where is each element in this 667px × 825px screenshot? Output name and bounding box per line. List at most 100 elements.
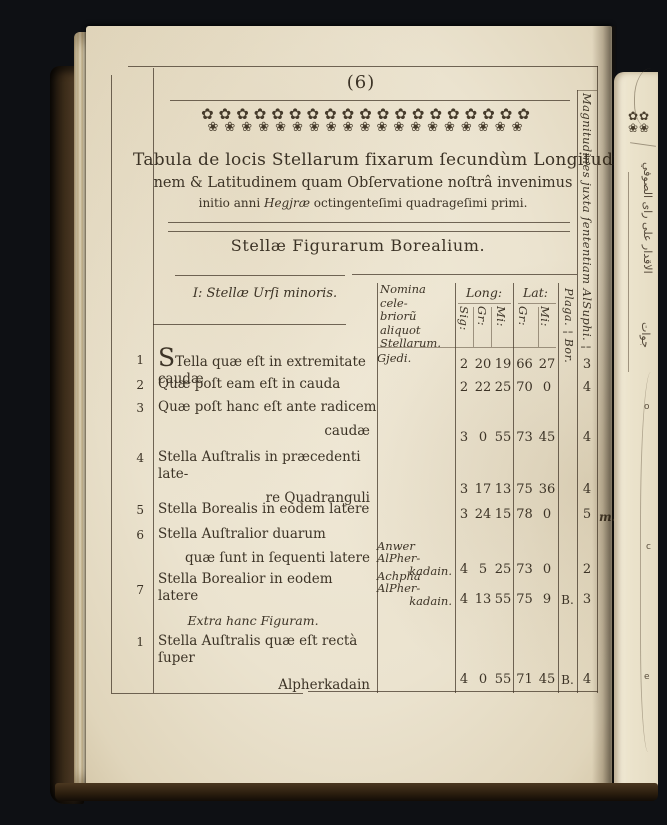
- row-number: 5: [136, 503, 144, 517]
- mi-lat-value: 36: [538, 482, 556, 497]
- frame-line-bottom-right: [308, 691, 598, 692]
- table-row-2: 2 Quæ poſt eam eſt in cauda 2 22 25 70 0…: [111, 375, 597, 398]
- divider-text: Extra hanc Figuram.: [187, 613, 319, 628]
- row-number: 2: [136, 378, 144, 392]
- star-name: [377, 497, 455, 500]
- sig-subheader: Sig:: [457, 306, 471, 331]
- star-name: [377, 445, 455, 448]
- column-line-long-lat: [513, 283, 514, 693]
- longitude-header: Long:: [465, 285, 503, 300]
- star-description: Quæ poſt eam eſt in cauda: [153, 375, 377, 393]
- sig-value: 3: [459, 482, 469, 497]
- column-line-plaga-mag: [577, 90, 578, 693]
- magnitude-value: 3: [582, 592, 592, 607]
- star-table-body: 1 STella quæ eſt in extremitate caudæ Gj…: [111, 345, 597, 693]
- magnitude-value: 4: [582, 380, 592, 395]
- latitude-header: Lat:: [523, 285, 548, 300]
- facing-page-sliver: ✿✿ ❀❀ الاقدار على راى الصوفي جوات o c e: [614, 68, 658, 794]
- gr-lat-value: 78: [516, 507, 533, 522]
- sig-value: 4: [459, 672, 469, 687]
- drop-cap: S: [158, 343, 176, 372]
- star-name-text: Achpha AlPher-: [377, 568, 421, 595]
- facing-page-rule: [630, 142, 656, 147]
- mi-lat-value: 0: [542, 507, 552, 522]
- mi-lat-value: 0: [542, 380, 552, 395]
- table-row-5: 5 Stella Borealis in eodem latere 3 24 1…: [111, 500, 597, 525]
- star-name: Anwer AlPher- kadain.: [377, 538, 455, 581]
- rule-under-lat: [518, 303, 556, 304]
- sig-value: 4: [459, 562, 469, 577]
- section-title: Stellæ Figurarum Borealium.: [230, 236, 486, 255]
- magnitude-value: 2: [582, 562, 592, 577]
- row-number: 3: [136, 401, 144, 415]
- row-number: 4: [136, 451, 144, 465]
- row-number: 1: [136, 635, 144, 649]
- star-name: Achpha AlPher- kadain.: [377, 568, 455, 611]
- column-line-desc-names: [377, 283, 378, 693]
- facing-page-column-line: [628, 172, 629, 372]
- gr-lat-value: 73: [516, 430, 533, 445]
- star-name-text: Gjedi.: [377, 351, 412, 365]
- double-rule-top: [168, 222, 570, 223]
- row-number: 7: [136, 583, 144, 597]
- subtick-gr-mi: [491, 307, 492, 347]
- rule-under-long: [458, 303, 511, 304]
- book-page: (6) ✿✿✿✿✿✿✿✿✿✿✿✿✿✿✿✿✿✿✿ ❀❀❀❀❀❀❀❀❀❀❀❀❀❀❀❀…: [86, 26, 625, 788]
- plaga-value: [558, 445, 577, 448]
- description-text: Stella Auſtralior duarum: [158, 526, 326, 542]
- rule-under-page-number: [170, 100, 570, 101]
- facing-page-rule-bottom: [640, 372, 667, 752]
- magnitude-value: 3: [582, 357, 592, 372]
- description-text: Tella quæ eſt in extremitate caudæ: [158, 354, 366, 387]
- sig-value: 2: [459, 380, 469, 395]
- rule-under-group-header: [153, 324, 346, 325]
- frame-line-left-inner: [153, 68, 154, 693]
- subtick-sig-gr: [473, 307, 474, 347]
- row-number: 6: [136, 528, 144, 542]
- names-header-l3: Stellarum.: [380, 336, 441, 350]
- mi-long-subheader: Mi:: [494, 306, 508, 327]
- gr-lat-value: 73: [516, 562, 533, 577]
- mi-long-value: 55: [494, 592, 512, 607]
- gr-long-value: 24: [474, 507, 492, 522]
- constellation-group-header: I: Stellæ Urſi minoris.: [192, 286, 338, 301]
- plaga-value: B.: [561, 593, 574, 607]
- subtick-lat: [538, 307, 539, 347]
- table-row-1: 1 STella quæ eſt in extremitate caudæ Gj…: [111, 345, 597, 387]
- star-description: STella quæ eſt in extremitate caudæ: [153, 345, 377, 388]
- plaga-value: [558, 395, 577, 398]
- gr-lat-value: 75: [516, 592, 533, 607]
- table-row-4: 4 Stella Auſtralis in præcedenti late- r…: [111, 448, 597, 506]
- description-text: Quæ poſt hanc eſt ante radicem: [158, 399, 377, 415]
- names-column-header: Nomina cele- briorũ aliquot Stellarum.: [380, 282, 454, 351]
- facing-ornament-row-1: ✿✿: [628, 109, 651, 123]
- gr-lat-subheader: Gr:: [516, 306, 530, 327]
- sig-value: 3: [459, 430, 469, 445]
- star-name: Gjedi.: [377, 350, 455, 368]
- gr-lat-value: 71: [516, 672, 533, 687]
- facing-page-arabic-small: جوات: [639, 322, 652, 348]
- magnitude-value: 4: [582, 672, 592, 687]
- title-line-3-post: octingenteſimi quadrageſimi primi.: [309, 196, 528, 210]
- rule-under-subheaders: [378, 347, 556, 348]
- star-name: [377, 395, 455, 398]
- frame-line-top: [128, 66, 598, 67]
- ornament-row-1: ✿✿✿✿✿✿✿✿✿✿✿✿✿✿✿✿✿✿✿: [201, 105, 535, 123]
- fleuron-ornament-band: ✿✿✿✿✿✿✿✿✿✿✿✿✿✿✿✿✿✿✿ ❀❀❀❀❀❀❀❀❀❀❀❀❀❀❀❀❀❀❀: [168, 107, 568, 144]
- gr-long-value: 0: [478, 430, 488, 445]
- plaga-value: [558, 372, 577, 375]
- double-rule-bottom: [168, 231, 570, 232]
- mi-long-value: 25: [494, 380, 512, 395]
- star-name-text: Anwer AlPher-: [377, 538, 421, 565]
- facing-page-glyph: e: [644, 672, 650, 682]
- star-description: Stella Borealis in eodem latere: [153, 500, 377, 518]
- title-line-3: initio anni Hegjræ octingenteſimi quadra…: [133, 196, 593, 210]
- description-text-2: re Quadranguli: [265, 490, 370, 506]
- description-text-2: caudæ: [324, 423, 370, 439]
- magnitude-value: 4: [582, 482, 592, 497]
- description-text-2: Alpherkadain: [278, 677, 370, 693]
- sig-value: 3: [459, 507, 469, 522]
- row-number: 1: [136, 353, 144, 367]
- facing-ornament-row-2: ❀❀: [628, 121, 651, 135]
